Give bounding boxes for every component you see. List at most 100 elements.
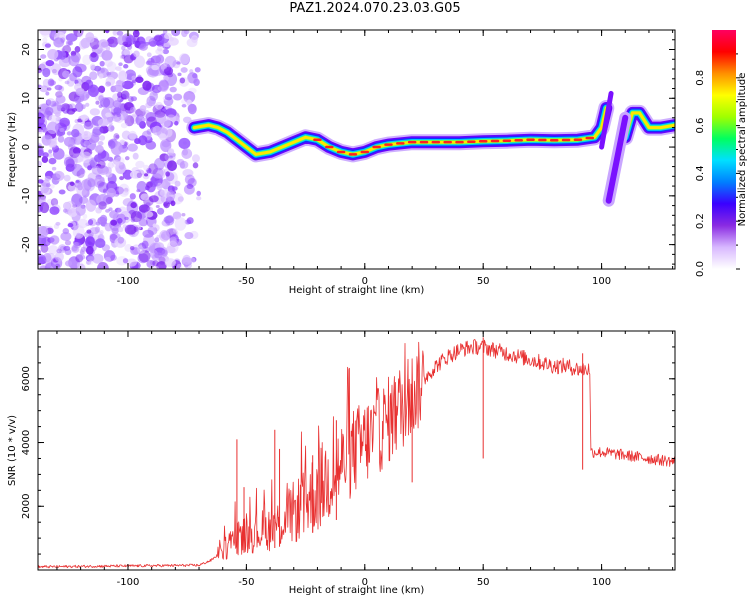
noise-speck (102, 188, 108, 194)
noise-speck (174, 120, 179, 126)
noise-speck (113, 106, 122, 115)
noise-speck (169, 86, 177, 93)
noise-speck (174, 180, 181, 187)
noise-speck (85, 199, 97, 212)
noise-speck (142, 229, 154, 238)
noise-speck (98, 201, 107, 210)
noise-speck (60, 231, 72, 242)
snr-x-tick-label: 100 (592, 577, 611, 588)
noise-speck (56, 104, 62, 111)
noise-speck (135, 42, 140, 47)
noise-speck (80, 246, 87, 252)
noise-speck (42, 67, 51, 78)
noise-speck (159, 230, 170, 242)
noise-speck (125, 34, 136, 45)
noise-speck (91, 253, 104, 264)
noise-speck (114, 154, 121, 162)
noise-speck (108, 140, 116, 149)
noise-speck (98, 39, 109, 49)
noise-speck (118, 62, 123, 67)
noise-speck (154, 110, 166, 118)
noise-speck (81, 130, 92, 141)
noise-speck (188, 87, 197, 94)
noise-speck (95, 144, 104, 154)
noise-speck (46, 87, 52, 91)
noise-speck (156, 167, 166, 179)
noise-cloud (38, 30, 202, 269)
noise-speck (68, 54, 80, 67)
noise-speck (147, 206, 154, 212)
spectrogram-y-tick-label: -10 (21, 188, 32, 204)
noise-speck (92, 126, 104, 136)
noise-speck (147, 57, 155, 66)
noise-speck (164, 258, 176, 268)
noise-speck (168, 155, 173, 159)
noise-speck (196, 190, 201, 197)
noise-speck (190, 257, 196, 264)
noise-speck (46, 121, 59, 135)
noise-speck (45, 183, 51, 188)
noise-speck (178, 53, 190, 65)
noise-speck (82, 54, 92, 66)
noise-speck (39, 265, 48, 269)
noise-speck (99, 60, 105, 67)
noise-speck (142, 109, 151, 118)
noise-speck (160, 63, 168, 70)
noise-speck (135, 76, 144, 83)
noise-speck (112, 160, 120, 168)
noise-speck (158, 256, 166, 265)
noise-speck (105, 196, 113, 204)
noise-speck (163, 201, 169, 207)
noise-speck (75, 87, 85, 97)
noise-speck (121, 49, 131, 58)
noise-speck (77, 30, 84, 38)
noise-speck (38, 254, 46, 263)
spectrogram-x-tick-label: 100 (592, 276, 611, 287)
noise-speck (170, 200, 176, 207)
noise-speck (115, 134, 120, 139)
noise-speck (66, 77, 75, 87)
noise-speck (129, 106, 137, 113)
noise-speck (45, 99, 52, 106)
noise-speck (131, 79, 137, 84)
noise-speck (38, 112, 46, 126)
noise-speck (45, 106, 54, 116)
noise-speck (51, 199, 58, 205)
spectrogram-x-ticks: -100 -50 0 50 100 (56, 30, 674, 287)
noise-speck (77, 184, 83, 191)
noise-speck (132, 30, 140, 38)
noise-speck (48, 140, 57, 149)
noise-speck (93, 176, 106, 188)
noise-speck (151, 36, 156, 42)
noise-speck (62, 70, 70, 79)
noise-speck (152, 89, 159, 96)
noise-speck (116, 206, 128, 219)
snr-y-axis-label: SNR (10 * v/v) (7, 415, 18, 486)
noise-speck (46, 98, 55, 106)
noise-speck (49, 235, 60, 245)
spectrogram-y-tick-label: 20 (21, 43, 32, 56)
noise-speck (154, 101, 164, 110)
noise-speck (71, 107, 78, 112)
noise-speck (89, 108, 100, 116)
noise-speck (186, 183, 194, 190)
noise-speck (110, 254, 117, 261)
noise-speck (39, 85, 49, 93)
noise-speck (115, 66, 122, 71)
noise-speck (121, 45, 126, 51)
noise-speck (130, 211, 143, 223)
noise-speck (45, 91, 50, 96)
snr-x-tick-label: 50 (477, 577, 490, 588)
noise-speck (74, 63, 87, 73)
noise-speck (76, 254, 86, 261)
noise-speck (63, 201, 72, 211)
noise-speck (164, 93, 173, 101)
noise-speck (192, 162, 199, 169)
snr-x-tick-label: 0 (362, 577, 368, 588)
noise-speck (98, 135, 106, 141)
noise-speck (167, 37, 179, 46)
noise-speck (62, 45, 72, 54)
tail-layer (623, 111, 675, 139)
noise-speck (136, 172, 143, 179)
